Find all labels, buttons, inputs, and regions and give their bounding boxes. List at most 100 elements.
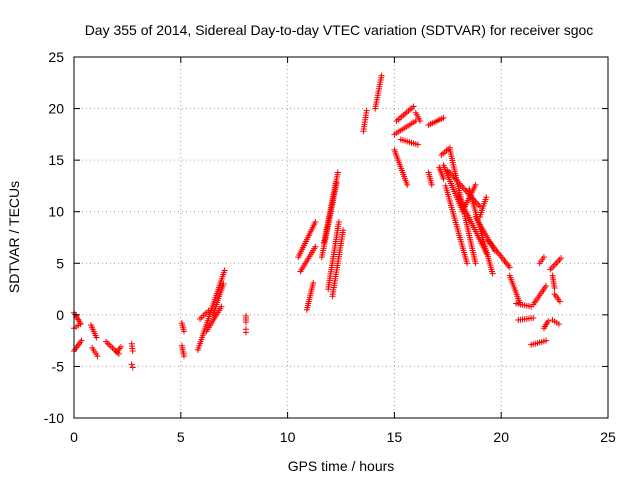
data-point [181,328,188,335]
data-segment [436,164,447,182]
data-segment [391,117,419,138]
data-segment [178,320,188,335]
data-segment [528,337,550,348]
x-tick-label: 0 [70,429,78,445]
data-point [205,307,212,314]
data-point [530,314,537,321]
data-point [242,329,249,336]
data-point [128,361,135,368]
x-tick-label: 15 [387,429,403,445]
x-tick-label: 20 [493,429,509,445]
data-segment [178,342,188,360]
data-segment [360,107,370,135]
y-tick-label: 15 [48,152,64,168]
data-point [129,347,136,354]
data-segment [425,114,447,129]
data-point [335,219,342,226]
data-segment [320,169,341,246]
data-segment [89,344,101,360]
data-segment [391,146,411,188]
data-segment [242,326,249,336]
data-segment [393,103,417,124]
data-point [312,219,319,226]
data-point [340,227,347,234]
x-tick-label: 10 [280,429,296,445]
x-tick-label: 5 [177,429,185,445]
data-segment [530,282,550,308]
y-tick-label: 10 [48,204,64,220]
data-point [464,260,471,267]
data-segment [485,237,513,271]
data-point [94,353,101,360]
data-point [472,181,479,188]
data-point [334,169,341,176]
grid-lines [74,57,608,418]
data-segment [113,343,124,355]
x-tick-labels: 0 5 10 15 20 25 [70,429,616,445]
data-point [363,107,370,114]
data-segment [412,109,424,124]
data-point [472,260,479,267]
data-segment [425,169,435,188]
data-point [558,255,565,262]
data-point [310,279,317,286]
data-segment [242,312,249,326]
data-segment [325,219,342,293]
data-segment [397,136,421,148]
data-segment [372,72,385,112]
data-segment [128,361,136,371]
data-point [506,264,513,271]
data-segment [547,255,565,273]
data-point [555,321,562,328]
data-point [440,175,447,182]
data-segment [515,314,537,324]
data-segment [549,317,562,328]
data-segment [197,307,212,322]
data-point [78,337,85,344]
y-tick-label: 5 [56,255,64,271]
data-point [483,194,490,201]
data-segment [551,291,563,305]
data-segment [476,194,490,220]
y-tick-label: -5 [52,358,65,374]
data-point [77,321,84,328]
data-point [220,280,227,287]
data-point [93,334,100,341]
y-tick-label: 0 [56,307,64,323]
data-segment [329,227,347,300]
data-point [417,117,424,124]
y-tick-labels: -10 -5 0 5 10 15 20 25 [44,49,64,426]
data-point [404,181,411,188]
data-point [312,243,319,250]
data-segment [540,318,552,332]
data-point [378,72,385,79]
data-point [556,298,563,305]
data-point [414,141,421,148]
data-point [181,353,188,360]
data-point [545,318,552,325]
data-segment [128,340,136,354]
data-segment [303,279,317,313]
y-tick-label: 25 [48,49,64,65]
data-point [540,254,547,261]
y-axis-label: SDTVAR / TECUs [6,181,22,293]
data-segment [209,280,227,318]
data-point [117,343,124,350]
data-point [543,337,550,344]
data-point [440,114,447,121]
axis-ticks [73,56,609,419]
y-tick-label: -10 [44,410,64,426]
data-segment [438,144,453,158]
data-point [221,267,228,274]
data-point [551,285,558,292]
data-segment [203,303,225,335]
data-point [489,270,496,277]
data-segment [442,182,471,267]
y-tick-label: 20 [48,101,64,117]
data-segment [295,219,319,261]
data-segment [549,272,558,292]
data-point [543,282,550,289]
data-point [218,303,225,310]
